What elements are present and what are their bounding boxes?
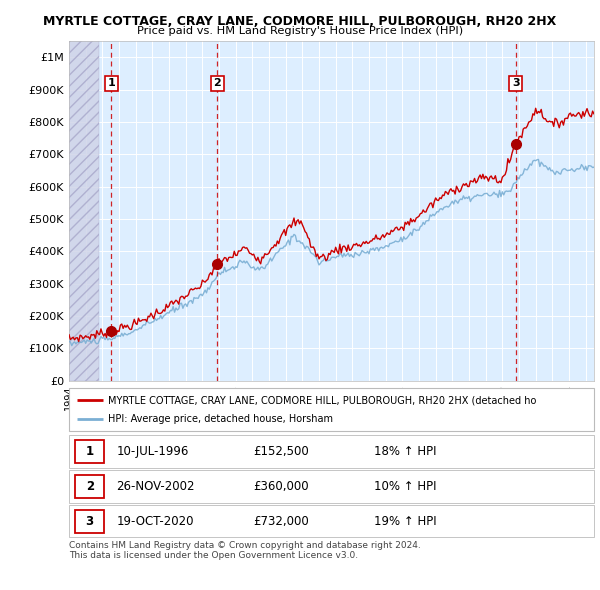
Text: £360,000: £360,000 [253, 480, 308, 493]
Text: £732,000: £732,000 [253, 514, 308, 528]
Text: 19% ↑ HPI: 19% ↑ HPI [373, 514, 436, 528]
Text: MYRTLE COTTAGE, CRAY LANE, CODMORE HILL, PULBOROUGH, RH20 2HX (detached ho: MYRTLE COTTAGE, CRAY LANE, CODMORE HILL,… [109, 395, 537, 405]
Text: 10% ↑ HPI: 10% ↑ HPI [373, 480, 436, 493]
Bar [69, 41, 99, 381]
Bar [76, 510, 104, 533]
Text: Price paid vs. HM Land Registry's House Price Index (HPI): Price paid vs. HM Land Registry's House … [137, 26, 463, 36]
Text: 26-NOV-2002: 26-NOV-2002 [116, 480, 195, 493]
Text: 2: 2 [86, 480, 94, 493]
Bar [76, 440, 104, 463]
Text: MYRTLE COTTAGE, CRAY LANE, CODMORE HILL, PULBOROUGH, RH20 2HX: MYRTLE COTTAGE, CRAY LANE, CODMORE HILL,… [43, 15, 557, 28]
Text: 18% ↑ HPI: 18% ↑ HPI [373, 445, 436, 458]
Text: 10-JUL-1996: 10-JUL-1996 [116, 445, 188, 458]
Text: 1: 1 [107, 78, 115, 88]
Text: 2: 2 [214, 78, 221, 88]
Bar [76, 475, 104, 498]
Text: £152,500: £152,500 [253, 445, 308, 458]
Text: Contains HM Land Registry data © Crown copyright and database right 2024.
This d: Contains HM Land Registry data © Crown c… [69, 541, 421, 560]
Text: 3: 3 [512, 78, 520, 88]
Text: HPI: Average price, detached house, Horsham: HPI: Average price, detached house, Hors… [109, 414, 334, 424]
Text: 1: 1 [86, 445, 94, 458]
Text: 19-OCT-2020: 19-OCT-2020 [116, 514, 194, 528]
Text: 3: 3 [86, 514, 94, 528]
